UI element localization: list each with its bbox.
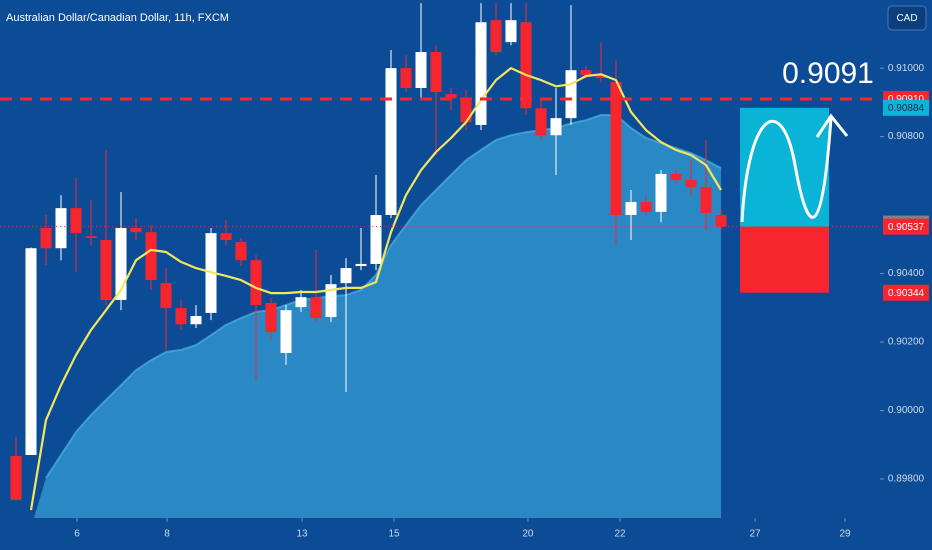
y-tick-label: 0.89800 xyxy=(888,474,925,485)
x-tick-label: 29 xyxy=(839,529,851,540)
y-tick-label: 0.90200 xyxy=(888,337,925,348)
price-tag-label: 0.90344 xyxy=(888,288,925,299)
candle-body xyxy=(640,201,652,212)
candle-body xyxy=(610,82,622,216)
price-tag xyxy=(883,284,929,301)
price-tag-label: 0.90537 xyxy=(888,222,925,233)
candle-body xyxy=(595,74,607,79)
x-tick-label: 13 xyxy=(296,529,308,540)
candle-body xyxy=(40,228,52,249)
candle-body xyxy=(85,236,97,238)
moving-average xyxy=(29,67,722,511)
candle-body xyxy=(370,215,382,264)
x-tick-label: 15 xyxy=(388,529,400,540)
y-tick-label: 0.90000 xyxy=(888,405,925,416)
candle-body xyxy=(715,215,727,227)
candle-body xyxy=(550,118,562,136)
candle-body xyxy=(25,248,37,456)
candle-body xyxy=(295,297,307,308)
candle-body xyxy=(670,173,682,181)
price-tag-label: 0.90884 xyxy=(888,103,925,114)
y-tick-label: 0.91000 xyxy=(888,63,925,74)
candle-body xyxy=(355,263,367,267)
candle-body xyxy=(160,283,172,309)
x-tick-label: 8 xyxy=(164,529,170,540)
price-tag xyxy=(883,99,929,116)
candle-body xyxy=(325,284,337,318)
candle-body xyxy=(250,260,262,306)
candle-body xyxy=(100,239,112,300)
plot-area xyxy=(0,3,880,518)
price-tag-label: 0.90910 xyxy=(888,94,925,105)
price-tag xyxy=(883,218,929,235)
candle-body xyxy=(700,186,712,213)
candle-body xyxy=(175,308,187,325)
x-tick-label: 20 xyxy=(522,529,534,540)
candle-body xyxy=(430,52,442,93)
target-zone xyxy=(740,107,829,227)
candle-body xyxy=(265,302,277,333)
candle-body xyxy=(520,22,532,109)
candle-body xyxy=(490,20,502,53)
candle-body xyxy=(340,268,352,284)
candle-body xyxy=(475,22,487,125)
currency-label[interactable]: CAD xyxy=(896,13,917,24)
candle-body xyxy=(280,310,292,353)
forecast-arrow xyxy=(815,113,849,138)
candle-body xyxy=(565,70,577,119)
candle-body xyxy=(70,208,82,234)
candle-body xyxy=(235,242,247,261)
candle-body xyxy=(385,68,397,216)
candle-body xyxy=(580,70,592,75)
x-tick-label: 6 xyxy=(74,529,80,540)
y-tick-label: 0.90800 xyxy=(888,131,925,142)
candle-body xyxy=(145,232,157,281)
candle-body xyxy=(115,228,127,300)
area-fill xyxy=(34,115,721,518)
candle-body xyxy=(445,94,457,99)
candle-body xyxy=(220,233,232,240)
candle-body xyxy=(10,456,22,500)
candle-body xyxy=(310,297,322,319)
candle-body xyxy=(460,98,472,123)
candle-body xyxy=(685,180,697,187)
candle-body xyxy=(415,52,427,88)
forecast-curve xyxy=(740,117,833,223)
annotation: 0.9091 xyxy=(782,57,874,90)
candle-body xyxy=(190,316,202,325)
candle-body xyxy=(625,201,637,216)
candle-body xyxy=(655,173,667,212)
candle-body xyxy=(400,68,412,88)
candle-body xyxy=(130,228,142,233)
currency-button[interactable] xyxy=(887,5,927,31)
x-tick-label: 27 xyxy=(749,529,761,540)
candle-body xyxy=(505,20,517,43)
stop-zone xyxy=(740,226,829,293)
y-tick-label: 0.90400 xyxy=(888,268,925,279)
x-tick-label: 22 xyxy=(614,529,626,540)
candle-body xyxy=(55,208,67,249)
candle-body xyxy=(535,108,547,136)
chart-title: Australian Dollar/Canadian Dollar, 11h, … xyxy=(6,12,229,24)
